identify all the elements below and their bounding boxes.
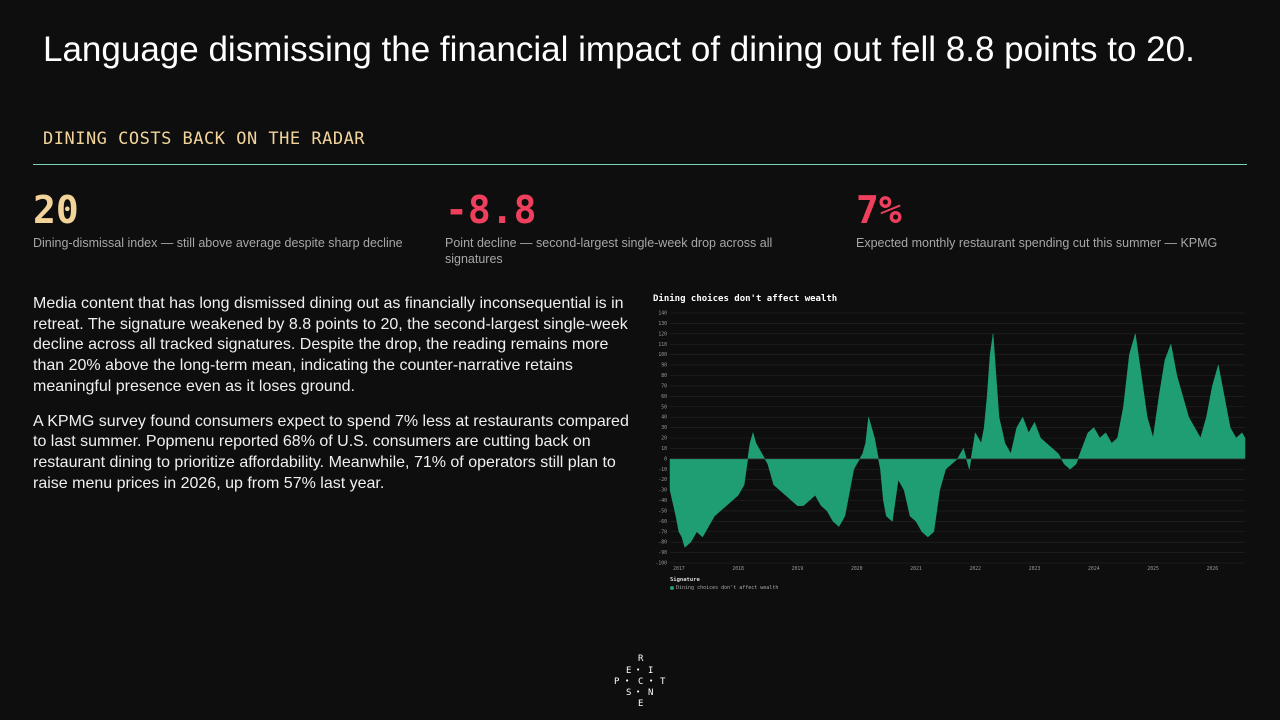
y-tick-label: -30 xyxy=(658,488,667,494)
logo-dot: • xyxy=(636,666,641,674)
legend-item: Dining choices don't affect wealth xyxy=(670,585,778,591)
x-tick-label: 2019 xyxy=(792,566,804,572)
x-tick-label: 2022 xyxy=(970,566,982,572)
x-tick-label: 2024 xyxy=(1088,566,1100,572)
logo-dot: • xyxy=(625,677,630,685)
stat-card-index: 20 Dining-dismissal index — still above … xyxy=(33,188,403,251)
logo-letter: E xyxy=(626,666,632,676)
logo-letter: R xyxy=(638,654,644,664)
body-paragraph-1: Media content that has long dismissed di… xyxy=(33,295,628,395)
x-tick-label: 2017 xyxy=(673,566,685,572)
y-tick-label: -90 xyxy=(658,550,667,556)
stat-label: Expected monthly restaurant spending cut… xyxy=(856,236,1218,250)
y-tick-label: 20 xyxy=(661,436,667,442)
page-title: Language dismissing the financial impact… xyxy=(43,30,1195,69)
legend-label: Dining choices don't affect wealth xyxy=(676,585,779,591)
y-tick-label: -50 xyxy=(658,508,667,514)
stat-value: -8.8 xyxy=(445,188,537,232)
logo-dot: • xyxy=(649,677,654,685)
x-tick-label: 2023 xyxy=(1029,566,1041,572)
y-tick-label: 30 xyxy=(661,425,667,431)
stat-card-decline: -8.8 Point decline — second-largest sing… xyxy=(445,188,815,267)
stat-value: 20 xyxy=(33,188,79,232)
logo-letter: N xyxy=(648,688,654,698)
y-tick-label: -70 xyxy=(658,529,667,535)
brand-logo: R E • I P • C • T S • N E xyxy=(612,654,668,709)
logo-letter: C xyxy=(638,677,644,687)
y-tick-label: 50 xyxy=(661,404,667,410)
section-subtitle: DINING COSTS BACK ON THE RADAR xyxy=(43,129,366,149)
logo-letter: T xyxy=(660,677,666,687)
y-tick-label: 140 xyxy=(658,311,667,317)
y-tick-label: -10 xyxy=(658,467,667,473)
stat-card-kpmg: 7% Expected monthly restaurant spending … xyxy=(856,188,1226,251)
y-tick-label: -60 xyxy=(658,519,667,525)
y-tick-label: 100 xyxy=(658,352,667,358)
y-tick-label: -40 xyxy=(658,498,667,504)
y-tick-label: 110 xyxy=(658,342,667,348)
x-tick-label: 2020 xyxy=(851,566,863,572)
x-tick-label: 2018 xyxy=(732,566,744,572)
area-chart: -100-90-80-70-60-50-40-30-20-10010203040… xyxy=(655,311,1246,572)
y-tick-label: 10 xyxy=(661,446,667,452)
y-tick-label: 60 xyxy=(661,394,667,400)
y-tick-label: 120 xyxy=(658,331,667,337)
stat-label: Dining-dismissal index — still above ave… xyxy=(33,236,403,250)
y-tick-label: 70 xyxy=(661,383,667,389)
y-tick-label: 0 xyxy=(664,456,667,462)
legend-swatch xyxy=(670,586,674,590)
y-tick-label: -20 xyxy=(658,477,667,483)
x-tick-label: 2021 xyxy=(910,566,922,572)
header-divider xyxy=(33,164,1247,165)
logo-letter: E xyxy=(638,699,644,709)
body-text: Media content that has long dismissed di… xyxy=(33,294,633,508)
logo-letter: P xyxy=(614,677,620,687)
y-tick-label: 40 xyxy=(661,415,667,421)
y-tick-label: 80 xyxy=(661,373,667,379)
stat-value: 7% xyxy=(856,188,902,232)
x-tick-label: 2025 xyxy=(1147,566,1159,572)
legend-title: Signature xyxy=(670,577,700,583)
y-tick-label: -80 xyxy=(658,540,667,546)
y-tick-label: 130 xyxy=(658,321,667,327)
stat-label: Point decline — second-largest single-we… xyxy=(445,236,773,266)
logo-letter: S xyxy=(626,688,632,698)
body-paragraph-2: A KPMG survey found consumers expect to … xyxy=(33,412,629,492)
chart-title: Dining choices don't affect wealth xyxy=(653,294,838,304)
y-tick-label: -100 xyxy=(655,561,667,567)
x-tick-label: 2026 xyxy=(1207,566,1219,572)
logo-dot: • xyxy=(636,688,641,696)
series-area xyxy=(669,333,1246,548)
y-tick-label: 90 xyxy=(661,363,667,369)
logo-letter: I xyxy=(648,666,654,676)
